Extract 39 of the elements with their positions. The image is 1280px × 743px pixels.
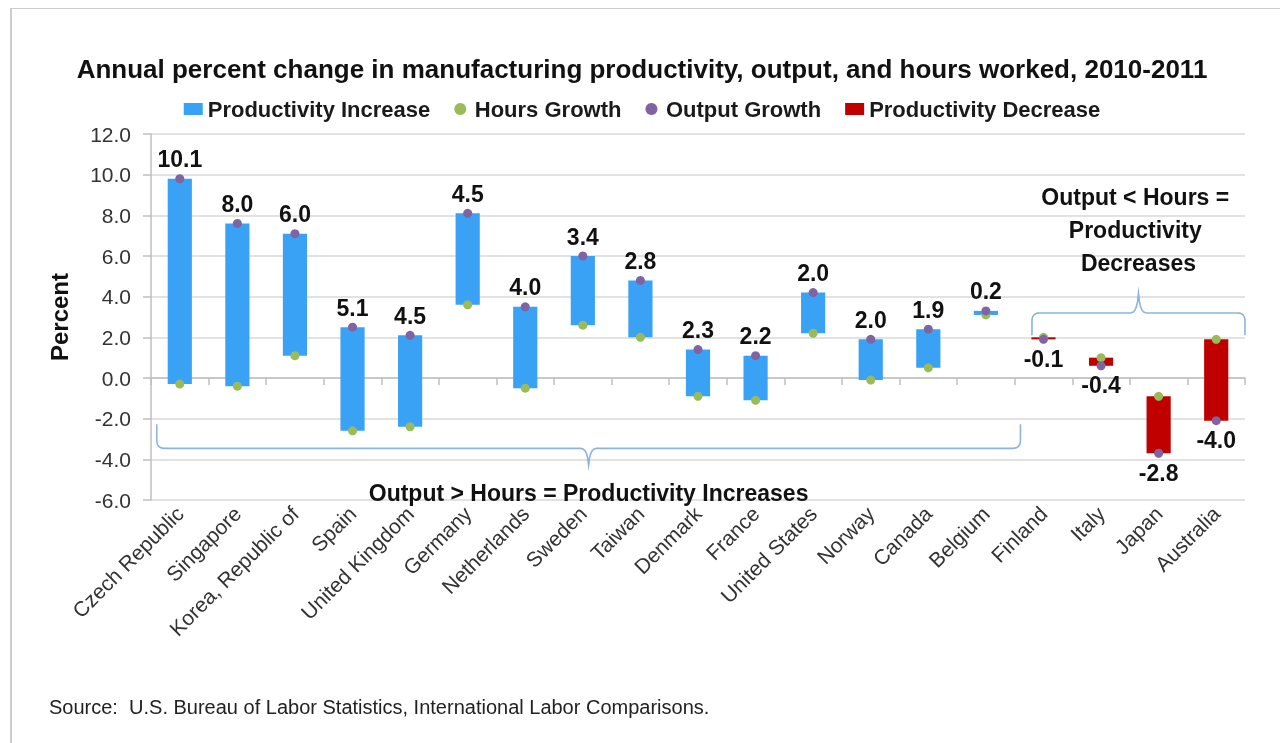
data-label: 4.5 (451, 180, 484, 207)
y-tick-label: -4.0 (94, 447, 131, 471)
annotation: Output < Hours = Productivity Decreases (1041, 183, 1236, 276)
data-label: 10.1 (157, 146, 203, 173)
data-label: -0.4 (1081, 372, 1122, 399)
legend-label: Hours Growth (474, 96, 622, 122)
chart-title: Annual percent change in manufacturing productivity, output, and hours worked, 2010-2011 (76, 54, 1208, 84)
data-label: 4.0 (509, 274, 542, 301)
y-tick-label: 12.0 (90, 122, 131, 146)
data-label: 2.2 (739, 323, 772, 350)
data-label: -4.0 (1196, 427, 1237, 454)
y-tick-label: 0.0 (101, 366, 131, 390)
x-tick-label: Italy (1065, 501, 1110, 546)
data-label: 2.0 (797, 260, 830, 287)
data-label: 4.5 (394, 302, 427, 329)
source-note: Source: U.S. Bureau of Labor Statistics, International Labor Comparisons. (49, 696, 710, 718)
data-label: 5.1 (336, 294, 369, 321)
y-axis-title: Percent (45, 272, 73, 362)
data-label: -0.1 (1023, 345, 1064, 372)
y-tick-label: 8.0 (101, 203, 131, 227)
legend-label: Productivity Increase (207, 96, 431, 122)
data-label: 1.9 (912, 296, 945, 323)
data-label: 6.0 (278, 201, 311, 228)
y-tick-label: 6.0 (101, 244, 131, 268)
y-tick-label: -2.0 (94, 407, 131, 431)
y-tick-label: 10.0 (90, 163, 131, 187)
data-label: 2.0 (854, 306, 887, 333)
annotation: Output > Hours = Productivity Increases (368, 479, 809, 506)
y-tick-label: -6.0 (94, 488, 131, 512)
data-label: 2.8 (624, 247, 657, 274)
data-label: 8.0 (221, 190, 254, 217)
legend-label: Output Growth (665, 96, 822, 122)
data-label: -2.8 (1138, 459, 1179, 486)
y-tick-label: 4.0 (101, 285, 131, 309)
data-label: 0.2 (969, 278, 1002, 305)
data-label: 3.4 (566, 223, 600, 250)
legend-label: Productivity Decrease (869, 96, 1101, 122)
y-tick-label: 2.0 (101, 325, 131, 349)
data-label: 2.3 (682, 317, 714, 344)
